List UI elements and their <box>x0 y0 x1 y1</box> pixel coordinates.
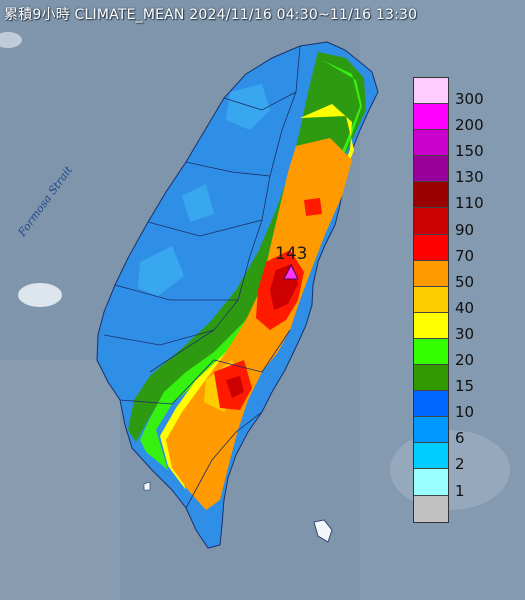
rain-20mm <box>140 60 362 470</box>
legend-swatch <box>414 130 448 157</box>
legend-label: 90 <box>455 220 475 239</box>
legend-swatch <box>414 286 448 313</box>
cloud <box>0 32 22 48</box>
legend-label: 300 <box>455 90 484 109</box>
rain-6mm <box>138 246 184 296</box>
legend-label: 110 <box>455 194 484 213</box>
legend-label: 10 <box>455 403 475 422</box>
map-title: 累積9小時 CLIMATE_MEAN 2024/11/16 04:30~11/1… <box>4 7 418 23</box>
max-value-label: 143 <box>275 244 308 264</box>
green-island <box>313 519 333 543</box>
legend-swatch <box>414 208 448 235</box>
legend-label: 40 <box>455 298 475 317</box>
legend-label: 6 <box>455 429 465 448</box>
legend-swatch <box>414 365 448 392</box>
legend-swatch <box>414 443 448 470</box>
cloud <box>390 430 510 510</box>
rain-6mm <box>182 184 214 222</box>
legend-swatch <box>414 104 448 131</box>
rain-90mm <box>226 376 244 398</box>
rain-70mm <box>304 198 322 216</box>
legend-swatch <box>414 391 448 418</box>
legend-swatch <box>414 78 448 105</box>
legend-swatch <box>414 495 448 522</box>
legend-label: 150 <box>455 142 484 161</box>
triangle-marker-icon <box>283 263 299 280</box>
sea-shade-west <box>0 360 120 600</box>
legend-label: 130 <box>455 168 484 187</box>
legend-label: 50 <box>455 272 475 291</box>
legend-label: 15 <box>455 377 475 396</box>
legend-swatch <box>414 182 448 209</box>
legend-swatch <box>414 312 448 339</box>
legend-swatch <box>414 234 448 261</box>
legend-label: 2 <box>455 455 465 474</box>
legend-swatch <box>414 417 448 444</box>
legend-label: 1 <box>455 481 465 500</box>
legend-swatch <box>414 156 448 183</box>
legend-swatch <box>414 469 448 496</box>
rain-50mm <box>166 138 352 510</box>
legend-label: 30 <box>455 324 475 343</box>
rain-6mm <box>226 84 270 130</box>
legend-swatch <box>414 338 448 366</box>
legend-label: 70 <box>455 246 475 265</box>
islet <box>143 481 151 491</box>
legend-color-bar <box>413 77 449 523</box>
legend-label: 200 <box>455 116 484 135</box>
legend-label: 20 <box>455 351 475 370</box>
cloud <box>18 283 62 307</box>
legend-swatch <box>414 260 448 287</box>
county-boundaries <box>103 45 301 509</box>
